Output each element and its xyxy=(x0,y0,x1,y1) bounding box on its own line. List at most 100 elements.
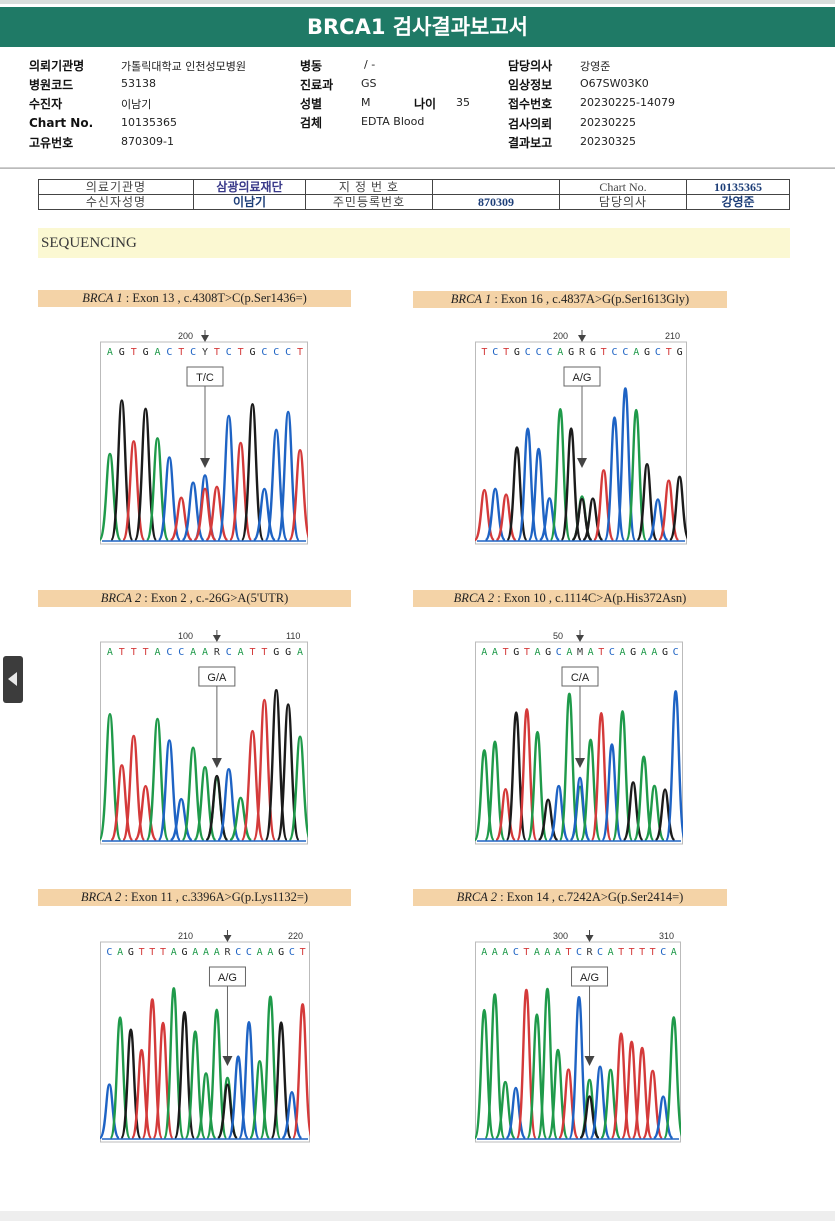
trace-peak xyxy=(611,710,634,842)
trace-peak xyxy=(484,993,506,1140)
base-letter: T xyxy=(238,347,244,358)
base-letter: C xyxy=(612,347,618,358)
base-letter: A xyxy=(202,647,208,658)
position-tick: 200 xyxy=(178,331,193,341)
trace-peak xyxy=(100,1083,121,1140)
base-letter: A xyxy=(555,947,561,958)
trace-peak xyxy=(494,788,517,842)
base-letter: M xyxy=(577,647,583,658)
panel-label: BRCA 2 : Exon 10 , c.1114C>A(p.His372Asn… xyxy=(413,590,727,607)
base-letter: C xyxy=(261,347,267,358)
call-label: C/A xyxy=(571,672,590,684)
base-letter: C xyxy=(660,947,666,958)
base-letter: A xyxy=(192,947,198,958)
base-letter: C xyxy=(525,347,531,358)
base-letter: T xyxy=(214,347,220,358)
base-letter: G xyxy=(119,347,125,358)
arrow-down-icon xyxy=(578,335,586,342)
request-label: 검사의뢰 xyxy=(508,117,553,131)
position-tick: 200 xyxy=(553,331,568,341)
dept-label: 진료과 xyxy=(300,78,334,92)
receipt-label: 접수번호 xyxy=(508,97,553,111)
call-label: G/A xyxy=(207,672,227,684)
base-letter: T xyxy=(250,647,256,658)
panel-label: BRCA 2 : Exon 11 , c.3396A>G(p.Lys1132=) xyxy=(38,889,351,906)
panel-label: BRCA 1 : Exon 13 , c.4308T>C(p.Ser1436=) xyxy=(38,290,351,307)
base-letter: C xyxy=(178,647,184,658)
variant-desc: : Exon 10 , c.1114C>A(p.His372Asn) xyxy=(494,591,687,605)
base-letter: T xyxy=(149,947,155,958)
base-letter: R xyxy=(587,947,594,958)
position-tick: 50 xyxy=(553,631,563,641)
hospcode-value: 53138 xyxy=(121,77,156,90)
base-letter: G xyxy=(545,647,551,658)
base-letter: A xyxy=(671,947,677,958)
gene-name: BRCA 2 xyxy=(100,591,142,605)
arrow-down-icon xyxy=(212,635,221,642)
base-letter: A xyxy=(481,947,487,958)
trace-peak xyxy=(568,995,590,1140)
variant-desc: : Exon 16 , c.4837A>G(p.Ser1613Gly) xyxy=(491,292,690,306)
base-letter: G xyxy=(677,347,683,358)
base-letter: Y xyxy=(202,347,208,358)
base-letter: T xyxy=(565,947,571,958)
trace-peak xyxy=(240,402,265,542)
trace-peak xyxy=(663,1016,681,1140)
base-letter: G xyxy=(285,647,291,658)
base-letter: G xyxy=(250,347,256,358)
chartno-label: Chart No. xyxy=(29,116,94,130)
trace-peak xyxy=(654,788,676,842)
trace-peak xyxy=(270,1021,293,1140)
base-letter: A xyxy=(557,347,563,358)
bottom-scroll-area xyxy=(0,1211,835,1221)
base-letter: A xyxy=(566,647,572,658)
recipient-value: 이남기 xyxy=(121,98,152,111)
call-label: T/C xyxy=(196,372,214,384)
position-tick: 220 xyxy=(288,931,303,941)
base-letter: C xyxy=(273,347,279,358)
trace-peak xyxy=(205,485,229,542)
gene-name: BRCA 2 xyxy=(456,890,498,904)
doc-doc-value: 강영준 xyxy=(686,194,790,210)
base-letter: A xyxy=(257,947,263,958)
variant-desc: : Exon 11 , c.3396A>G(p.Lys1132=) xyxy=(121,890,309,904)
base-letter: T xyxy=(524,647,530,658)
base-letter: A xyxy=(502,947,508,958)
doc-chart-label: Chart No. xyxy=(559,179,687,195)
trace-peak xyxy=(121,734,146,842)
base-letter: G xyxy=(513,647,519,658)
result-value: 20230325 xyxy=(580,135,636,148)
base-letter: G xyxy=(630,647,636,658)
base-letter: A xyxy=(267,947,273,958)
base-letter: C xyxy=(285,347,291,358)
base-letter: C xyxy=(597,947,603,958)
dept-value: GS xyxy=(361,77,377,90)
receipt-value: 20230225-14079 xyxy=(580,96,675,109)
base-letter: G xyxy=(644,347,650,358)
position-tick: 310 xyxy=(659,931,674,941)
document-info-table: 의료기관명 삼광의료재단 지 정 번 호 Chart No. 10135365 … xyxy=(38,179,790,210)
base-letter: A xyxy=(481,647,487,658)
doctor-label: 담당의사 xyxy=(508,59,553,73)
gene-name: BRCA 2 xyxy=(80,890,122,904)
trace-peak xyxy=(252,487,277,542)
base-letter: T xyxy=(131,647,137,658)
specimen-value: EDTA Blood xyxy=(361,115,425,128)
trace-peak xyxy=(205,1008,228,1140)
arrow-down-icon xyxy=(575,758,585,768)
base-letter: T xyxy=(523,947,529,958)
doc-resid-value: 870309 xyxy=(432,194,560,210)
base-letter: T xyxy=(300,947,306,958)
arrow-down-icon xyxy=(201,335,209,342)
base-letter: C xyxy=(190,347,196,358)
doc-recv-value: 이남기 xyxy=(193,194,306,210)
age-label: 나이 xyxy=(414,97,437,111)
sex-label: 성별 xyxy=(300,97,323,111)
base-letter: A xyxy=(154,647,160,658)
patient-header: 의뢰기관명 가톨릭대학교 인천성모병원 병원코드 53138 수진자 이남기 C… xyxy=(0,55,835,168)
side-panel-toggle[interactable] xyxy=(3,656,23,703)
clinical-value: O67SW03K0 xyxy=(580,77,649,90)
gene-name: BRCA 1 xyxy=(82,291,123,305)
base-letter: A xyxy=(297,647,303,658)
